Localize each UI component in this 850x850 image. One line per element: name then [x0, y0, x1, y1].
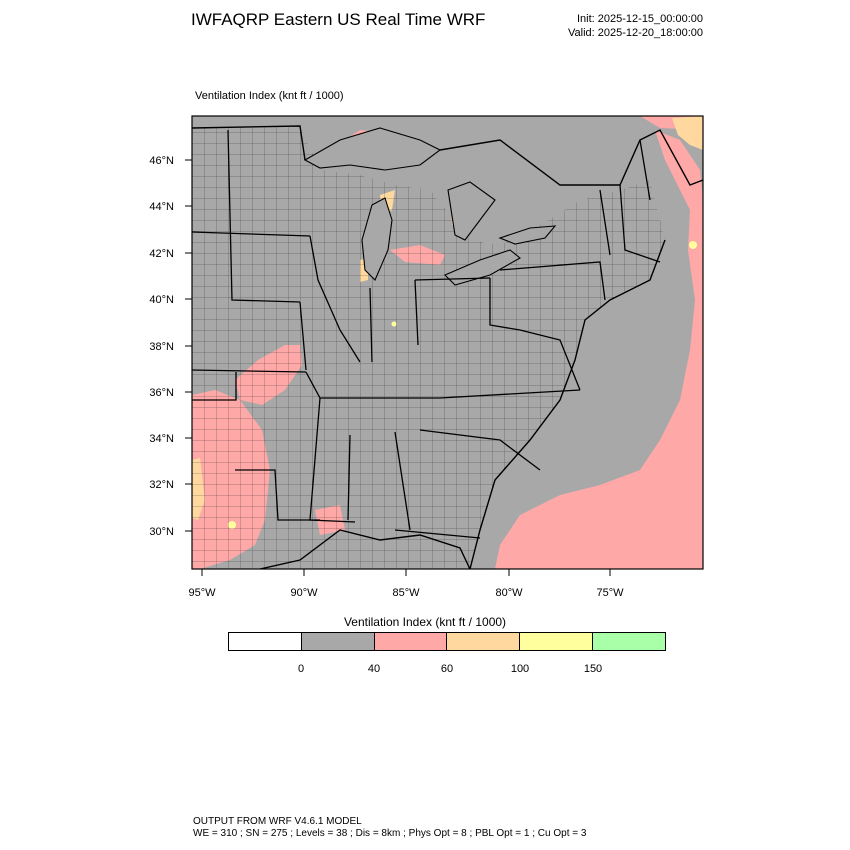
colorbar-bin [374, 633, 448, 650]
colorbar-label: 60 [440, 663, 454, 675]
lon-label: 85°W [392, 587, 420, 599]
colorbar-bin [593, 633, 665, 650]
lake-superior [303, 127, 442, 171]
lat-label: 36°N [149, 387, 174, 399]
lat-label: 40°N [149, 294, 174, 306]
lat-label: 30°N [149, 526, 174, 538]
longitude-ticks [201, 569, 611, 576]
init-time: Init: 2025-12-15_00:00:00 [577, 13, 703, 25]
colorbar-title: Ventilation Index (knt ft / 1000) [343, 615, 507, 629]
colorbar-label: 150 [583, 663, 603, 675]
valid-time: Valid: 2025-12-20_18:00:00 [568, 27, 703, 39]
coastline [259, 239, 666, 569]
lat-label: 38°N [149, 341, 174, 353]
latitude-labels: 46°N 44°N 42°N 40°N 38°N 36°N 34°N 32°N … [149, 155, 174, 538]
colorbar [228, 632, 666, 651]
longitude-labels: 95°W 90°W 85°W 80°W 75°W [188, 587, 624, 599]
state-boundaries [192, 129, 661, 539]
lon-label: 90°W [290, 587, 318, 599]
lon-label: 75°W [596, 587, 624, 599]
colorbar-label: 100 [510, 663, 530, 675]
lat-label: 42°N [149, 248, 174, 260]
colorbar-bin [520, 633, 594, 650]
model-info: OUTPUT FROM WRF V4.6.1 MODEL [193, 816, 362, 827]
colorbar-bin [301, 633, 375, 650]
latitude-ticks [185, 159, 192, 532]
colorbar-label: 40 [367, 663, 381, 675]
lake-ontario [498, 225, 557, 245]
lake-michigan [361, 197, 393, 281]
lake-huron [447, 181, 496, 241]
great-lakes [303, 127, 557, 286]
field-label: Ventilation Index (knt ft / 1000) [195, 90, 344, 102]
lat-label: 46°N [149, 155, 174, 167]
colorbar-bin [447, 633, 521, 650]
colorbar-label: 0 [297, 663, 305, 675]
lon-label: 95°W [188, 587, 216, 599]
lon-label: 80°W [495, 587, 523, 599]
lat-label: 34°N [149, 433, 174, 445]
colorbar-bin [229, 633, 302, 650]
lat-label: 44°N [149, 201, 174, 213]
lat-label: 32°N [149, 479, 174, 491]
country-border [192, 125, 703, 186]
model-parameters: WE = 310 ; SN = 275 ; Levels = 38 ; Dis … [193, 828, 587, 839]
plot-title: IWFAQRP Eastern US Real Time WRF [191, 10, 486, 29]
map-area [192, 116, 703, 569]
map-frame [191, 115, 704, 570]
lake-erie [444, 249, 521, 286]
